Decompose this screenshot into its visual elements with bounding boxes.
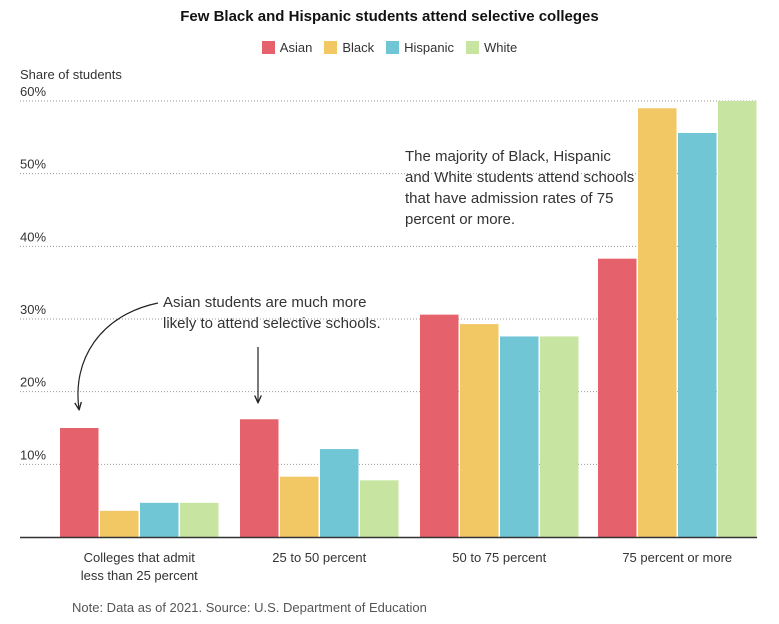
y-tick-label: 20% — [20, 375, 46, 390]
x-tick-label: Colleges that admit — [84, 550, 196, 565]
legend-label-hispanic: Hispanic — [404, 40, 454, 55]
y-tick-label: 40% — [20, 229, 46, 244]
bar — [320, 449, 359, 537]
bar — [678, 132, 717, 537]
bar — [100, 510, 139, 537]
bar — [240, 419, 279, 537]
annotation-arrow-curved — [78, 302, 159, 409]
bar — [420, 314, 459, 537]
source-note: Note: Data as of 2021. Source: U.S. Depa… — [72, 600, 427, 615]
legend-label-white: White — [483, 40, 518, 55]
x-tick-label: 50 to 75 percent — [452, 550, 546, 565]
annotation-majority: The majority of Black, Hispanic and Whit… — [405, 148, 635, 228]
legend-swatch-black — [324, 41, 338, 54]
bar — [280, 476, 319, 537]
legend-item-white: White — [465, 40, 518, 55]
annotation-asian: Asian students are much more likely to a… — [163, 294, 381, 332]
bar — [460, 324, 499, 537]
legend-swatch-white — [465, 41, 479, 54]
legend-label-black: Black — [342, 40, 375, 55]
x-tick-label: 75 percent or more — [622, 550, 732, 565]
bar — [180, 502, 219, 537]
legend-item-black: Black — [324, 40, 374, 55]
bar — [500, 336, 539, 537]
x-tick-label: 25 to 50 percent — [272, 550, 366, 565]
y-tick-label: 60% — [20, 84, 46, 99]
bar — [360, 480, 399, 537]
bar — [718, 101, 757, 537]
y-tick-label: 10% — [20, 447, 46, 462]
legend-label-asian: Asian — [279, 40, 313, 55]
bar — [638, 108, 677, 538]
legend-swatch-hispanic — [386, 41, 400, 54]
bar — [598, 258, 637, 537]
y-tick-label: 50% — [20, 157, 46, 172]
y-tick-label: 30% — [20, 302, 46, 317]
bar — [540, 336, 579, 537]
legend-item-asian: Asian — [261, 40, 313, 55]
legend-item-hispanic: Hispanic — [386, 40, 454, 55]
chart-title: Few Black and Hispanic students attend s… — [180, 8, 599, 25]
bar — [60, 428, 99, 537]
legend-swatch-asian — [261, 41, 275, 54]
legend: Asian Black Hispanic White — [0, 40, 779, 55]
x-tick-label: less than 25 percent — [81, 568, 198, 583]
bar — [140, 502, 179, 537]
y-axis-label: Share of students — [20, 67, 122, 82]
